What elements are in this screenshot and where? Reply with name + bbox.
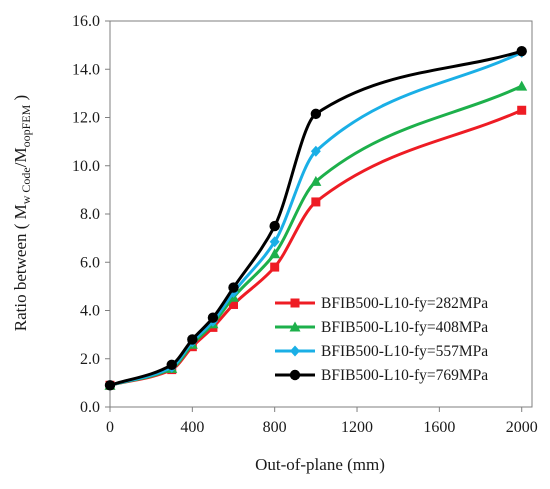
y-axis-title-prefix: Ratio between ( M [11, 204, 30, 331]
data-point [104, 380, 116, 391]
data-point [269, 248, 281, 259]
legend-swatch-marker [290, 345, 300, 357]
data-point [269, 236, 280, 248]
data-point [207, 312, 219, 323]
legend-item: BFIB500-L10-fy=282MPa [275, 295, 488, 312]
data-point [269, 220, 280, 232]
data-point [310, 145, 321, 157]
y-axis-title-sub2: oopFEM [19, 104, 33, 147]
x-tick-label: 1200 [341, 419, 373, 436]
data-point [310, 175, 322, 186]
legend-label: BFIB500-L10-fy=408MPa [321, 319, 488, 336]
legend-swatch-marker [290, 298, 300, 308]
data-point [166, 359, 177, 370]
x-tick-label: 400 [180, 419, 204, 436]
series-line [109, 84, 523, 387]
data-point [311, 197, 321, 207]
series-layer [104, 45, 528, 391]
data-point [270, 262, 280, 272]
y-tick-label: 12.0 [72, 110, 100, 127]
data-point [516, 45, 527, 57]
y-tick-label: 0.0 [80, 399, 100, 416]
legend: BFIB500-L10-fy=282MPa BFIB500-L10-fy=408M… [275, 295, 488, 384]
y-axis-title-mid: /M [11, 147, 30, 167]
x-tick-label: 0 [106, 419, 114, 436]
series-4 [104, 45, 527, 391]
y-tick-label: 6.0 [80, 254, 100, 271]
y-tick-label: 14.0 [72, 61, 100, 78]
legend-label: BFIB500-L10-fy=557MPa [321, 343, 488, 360]
legend-swatch-marker [289, 369, 301, 381]
y-tick-label: 4.0 [80, 303, 100, 320]
data-point [187, 334, 198, 345]
y-tick-label: 2.0 [80, 351, 100, 368]
x-axis-title: Out-of-plane (mm) [255, 455, 385, 474]
legend-swatch-marker [289, 321, 301, 332]
legend-label: BFIB500-L10-fy=769MPa [321, 367, 488, 384]
legend-label: BFIB500-L10-fy=282MPa [321, 295, 488, 312]
data-point [516, 80, 528, 91]
x-tick-label: 2000 [506, 419, 538, 436]
y-tick-label: 10.0 [72, 158, 100, 175]
legend-item: BFIB500-L10-fy=769MPa [275, 367, 488, 384]
x-tick-label: 800 [263, 419, 287, 436]
data-point [229, 299, 239, 309]
data-point [517, 105, 527, 115]
y-axis-title-suffix: ) [11, 95, 30, 105]
data-point [228, 282, 239, 293]
legend-item: BFIB500-L10-fy=408MPa [275, 319, 488, 336]
x-tick-label: 1600 [423, 419, 455, 436]
legend-item: BFIB500-L10-fy=557MPa [275, 343, 488, 360]
data-point [310, 108, 322, 120]
y-tick-label: 16.0 [72, 13, 100, 30]
y-axis-title-sub1: w Code [19, 167, 33, 204]
x-axis: 0 400 800 1200 1600 2000 [106, 407, 538, 436]
y-axis: 0.0 2.0 4.0 6.0 8.0 10.0 12.0 14.0 16.0 [72, 13, 110, 416]
y-axis-title: Ratio between ( Mw Code/MoopFEM ) [11, 95, 33, 331]
series-3 [105, 46, 527, 391]
y-tick-label: 8.0 [80, 206, 100, 223]
